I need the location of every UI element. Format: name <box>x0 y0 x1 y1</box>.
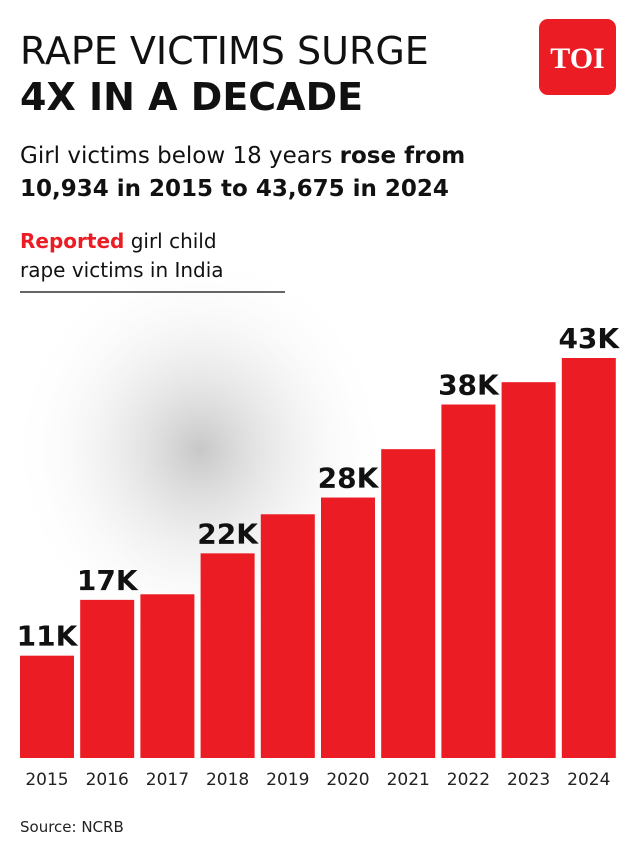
value-label: 11K <box>17 620 79 653</box>
logo-box <box>539 19 616 95</box>
bar <box>381 449 436 758</box>
subtitle-line1: Girl victims below 18 years rose from <box>20 143 465 169</box>
bar <box>321 497 375 758</box>
x-tick-label: 2019 <box>266 770 309 790</box>
label-highlight: Reported <box>20 229 124 253</box>
logo: TOI <box>550 42 604 75</box>
bar <box>561 358 616 758</box>
x-tick-label: 2016 <box>86 770 129 790</box>
x-tick-label: 2023 <box>507 770 550 790</box>
value-label: 28K <box>318 462 380 495</box>
subtitle-regular: Girl victims below 18 years <box>20 143 332 169</box>
x-tick-label: 2015 <box>25 770 68 790</box>
x-tick-label: 2017 <box>146 770 189 790</box>
bar <box>260 514 315 758</box>
chart-label-line1: Reported girl child <box>20 229 217 253</box>
x-tick-label: 2024 <box>567 770 610 790</box>
source: Source: NCRB <box>20 818 124 836</box>
x-tick-label: 2022 <box>447 770 490 790</box>
bar <box>20 655 74 758</box>
bar <box>80 599 135 758</box>
subtitle-bold: rose from <box>340 143 466 169</box>
x-tick-label: 2020 <box>326 770 369 790</box>
value-label: 17K <box>77 564 139 597</box>
bar <box>140 594 195 758</box>
x-tick-label: 2021 <box>387 770 430 790</box>
bars: 2015 11K 2016 17K 2017 2018 22K 2019 2020 28K 2021… <box>17 322 621 790</box>
label-rest: girl child <box>131 229 217 253</box>
title-line1: RAPE VICTIMS SURGE <box>20 29 429 73</box>
bar <box>200 553 255 758</box>
value-label: 22K <box>197 517 259 550</box>
bar <box>441 404 496 758</box>
value-label: 38K <box>438 369 500 402</box>
chart-label-line2: rape victims in India <box>20 258 224 282</box>
title-line2: 4X IN A DECADE <box>20 75 363 119</box>
bar <box>501 382 556 758</box>
subtitle-line2: 10,934 in 2015 to 43,675 in 2024 <box>20 176 449 202</box>
x-tick-label: 2018 <box>206 770 249 790</box>
value-label: 43K <box>558 322 620 355</box>
